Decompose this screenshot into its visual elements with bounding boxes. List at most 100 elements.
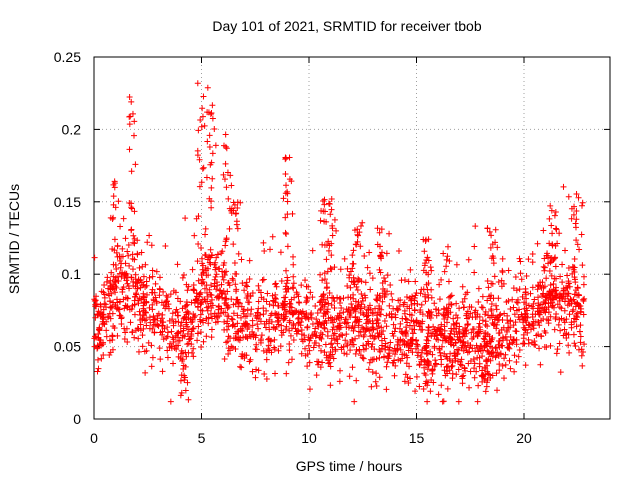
data-point: [129, 110, 136, 117]
data-point: [387, 339, 394, 346]
data-point: [213, 254, 220, 261]
data-point: [299, 338, 306, 345]
data-point: [208, 184, 215, 191]
data-point: [465, 360, 472, 367]
data-point: [125, 283, 132, 290]
data-point: [221, 326, 228, 333]
data-point: [142, 369, 149, 376]
data-point: [92, 303, 99, 310]
data-point: [529, 314, 536, 321]
data-point: [113, 296, 120, 303]
data-point: [378, 345, 385, 352]
data-point: [479, 353, 486, 360]
data-point: [549, 230, 556, 237]
data-point: [505, 344, 512, 351]
data-point: [196, 291, 203, 298]
data-point: [559, 279, 566, 286]
data-point: [437, 349, 444, 356]
data-point: [213, 286, 220, 293]
data-point: [408, 301, 415, 308]
data-point: [479, 293, 486, 300]
data-point: [345, 324, 352, 331]
data-point: [114, 253, 121, 260]
data-point: [330, 295, 337, 302]
data-point: [557, 369, 564, 376]
data-point: [450, 320, 457, 327]
data-point: [533, 332, 540, 339]
data-point: [507, 324, 514, 331]
data-point: [382, 340, 389, 347]
data-point: [444, 253, 451, 260]
data-point: [434, 332, 441, 339]
data-point: [479, 317, 486, 324]
data-point: [462, 367, 469, 374]
data-point: [492, 354, 499, 361]
data-point: [351, 398, 358, 405]
data-point: [348, 300, 355, 307]
data-point: [541, 264, 548, 271]
data-point: [230, 310, 237, 317]
data-point: [126, 146, 133, 153]
data-point: [574, 314, 581, 321]
data-point: [458, 362, 465, 369]
data-point: [406, 342, 413, 349]
data-point: [106, 310, 113, 317]
data-point: [431, 343, 438, 350]
data-point: [579, 199, 586, 206]
data-point: [476, 363, 483, 370]
data-point: [260, 311, 267, 318]
data-point: [191, 299, 198, 306]
data-point: [269, 292, 276, 299]
data-point: [126, 94, 133, 101]
data-point: [226, 225, 233, 232]
data-point: [185, 340, 192, 347]
data-point: [424, 398, 431, 405]
data-point: [104, 274, 111, 281]
data-point: [373, 296, 380, 303]
data-point: [419, 326, 426, 333]
data-point: [288, 356, 295, 363]
data-point: [345, 306, 352, 313]
data-point: [246, 276, 253, 283]
data-point: [136, 264, 143, 271]
data-point: [282, 229, 289, 236]
data-point: [129, 251, 136, 258]
data-point: [558, 315, 565, 322]
data-point: [461, 295, 468, 302]
data-point: [490, 321, 497, 328]
data-point: [317, 364, 324, 371]
data-point: [352, 308, 359, 315]
data-point: [292, 307, 299, 314]
data-point: [329, 225, 336, 232]
data-point: [240, 308, 247, 315]
data-point: [168, 328, 175, 335]
data-point: [466, 303, 473, 310]
data-point: [232, 281, 239, 288]
data-point: [128, 204, 135, 211]
data-point: [203, 174, 210, 181]
data-point: [552, 225, 559, 232]
data-point: [212, 273, 219, 280]
data-point: [267, 246, 274, 253]
data-point: [298, 282, 305, 289]
data-point: [459, 298, 466, 305]
data-point: [485, 312, 492, 319]
data-point: [513, 341, 520, 348]
y-tick-label: 0.15: [54, 194, 81, 210]
data-point: [365, 312, 372, 319]
data-point: [304, 363, 311, 370]
data-point: [334, 294, 341, 301]
data-point: [313, 316, 320, 323]
data-point: [231, 201, 238, 208]
data-point: [223, 145, 230, 152]
data-point: [143, 322, 150, 329]
data-point: [288, 325, 295, 332]
data-point: [475, 382, 482, 389]
data-point: [109, 337, 116, 344]
data-point: [183, 319, 190, 326]
data-point: [484, 368, 491, 375]
data-point: [580, 281, 587, 288]
data-point: [266, 301, 273, 308]
data-point: [460, 304, 467, 311]
data-point: [545, 260, 552, 267]
